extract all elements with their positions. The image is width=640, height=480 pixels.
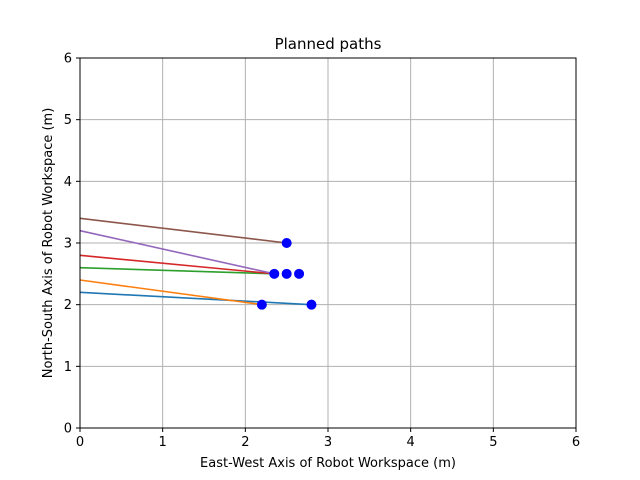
y-tick-label: 5: [64, 113, 72, 128]
x-tick-label: 5: [489, 435, 497, 450]
series-lines: [79, 217, 312, 306]
y-tick-label: 6: [64, 52, 72, 67]
path-line: [79, 279, 262, 306]
x-tick-label: 2: [241, 435, 249, 450]
y-tick-label: 4: [64, 175, 72, 190]
y-tick-label: 3: [64, 237, 72, 252]
y-tick-label: 2: [64, 298, 72, 313]
y-tick-label: 0: [64, 422, 72, 437]
path-line: [79, 254, 275, 275]
x-tick-label: 0: [76, 435, 84, 450]
x-tick-label: 1: [159, 435, 167, 450]
chart-title: Planned paths: [275, 35, 382, 53]
grid: [79, 57, 577, 429]
path-line: [79, 217, 287, 244]
endpoint-marker: [281, 268, 292, 279]
endpoint-markers: [256, 238, 317, 310]
endpoint-marker: [306, 299, 317, 310]
y-axis-label: North-South Axis of Robot Workspace (m): [41, 108, 56, 379]
endpoint-marker: [256, 299, 267, 310]
x-tick-label: 6: [572, 435, 580, 450]
endpoint-marker: [281, 238, 292, 248]
path-line: [79, 266, 275, 275]
x-axis-label: East-West Axis of Robot Workspace (m): [200, 456, 456, 471]
path-line: [79, 229, 275, 275]
x-tick-label: 3: [324, 435, 332, 450]
axis-ticks: 0 1 2 3 4 5 6 0 1 2 3 4 5 6: [64, 52, 580, 451]
endpoint-marker: [269, 268, 280, 279]
x-tick-label: 4: [407, 435, 415, 450]
endpoint-marker: [294, 268, 305, 279]
y-tick-label: 1: [64, 360, 72, 375]
path-line: [79, 291, 312, 306]
